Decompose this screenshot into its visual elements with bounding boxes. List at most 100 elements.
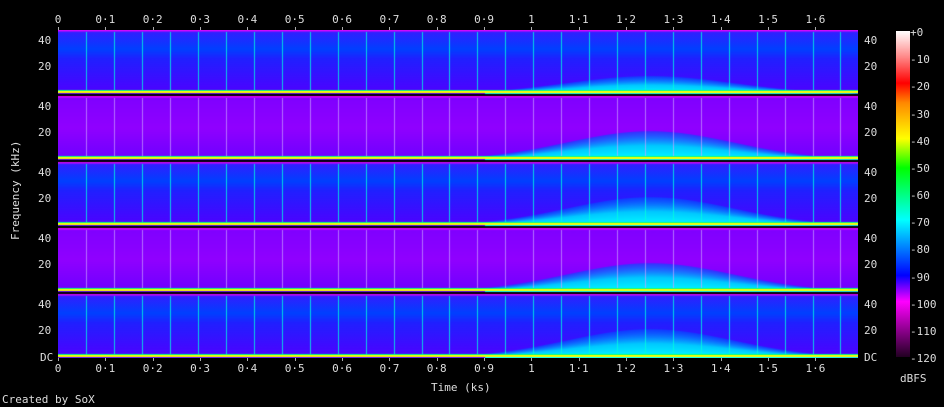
x-tick bbox=[389, 358, 391, 361]
y-tick-label-left: 40 bbox=[38, 165, 52, 179]
x-tick bbox=[58, 27, 59, 30]
x-tick-label-top: 1·4 bbox=[710, 13, 731, 26]
x-tick bbox=[342, 27, 344, 30]
colorbar-label: dBFS bbox=[900, 372, 927, 385]
x-tick bbox=[578, 27, 580, 30]
x-tick-label-top: 0·8 bbox=[426, 13, 447, 26]
colorbar-tick-label: -80 bbox=[910, 243, 930, 257]
y-tick-dc-right: DC bbox=[864, 351, 878, 364]
x-tick-label-top: 0·4 bbox=[237, 13, 258, 26]
y-tick-label-right: 40 bbox=[864, 33, 878, 47]
x-tick bbox=[152, 27, 154, 30]
x-tick-label-top: 1·3 bbox=[663, 13, 684, 26]
colorbar-tick-label: -110 bbox=[910, 324, 937, 338]
x-tick-label-bottom: 1·2 bbox=[616, 362, 637, 375]
y-tick-label-right: 20 bbox=[864, 60, 878, 74]
x-tick-label-top: 0·6 bbox=[332, 13, 352, 26]
x-tick bbox=[200, 27, 201, 30]
x-tick bbox=[578, 358, 580, 361]
colorbar-tick-label: -90 bbox=[910, 270, 930, 284]
colorbar-tick-label: -50 bbox=[910, 161, 930, 175]
colorbar-tick-label: -10 bbox=[910, 53, 930, 67]
x-tick-label-bottom: 0·5 bbox=[284, 362, 305, 375]
x-tick-label-bottom: 0·7 bbox=[379, 362, 400, 375]
x-tick bbox=[58, 358, 59, 361]
x-tick-label-top: 0·1 bbox=[95, 13, 116, 26]
x-tick-label-bottom: 0·9 bbox=[474, 362, 494, 375]
colorbar-tick-label: -100 bbox=[910, 297, 937, 311]
x-tick-label-bottom: 0·8 bbox=[426, 362, 447, 375]
x-tick bbox=[294, 358, 296, 361]
y-tick-label-right: 40 bbox=[864, 297, 878, 311]
y-tick-label-left: 20 bbox=[38, 258, 52, 272]
x-tick bbox=[152, 358, 154, 361]
x-tick-label-bottom: 0 bbox=[54, 362, 62, 375]
x-tick bbox=[626, 27, 628, 30]
x-tick-label-top: 0 bbox=[54, 13, 62, 26]
x-tick-label-top: 0·5 bbox=[284, 13, 305, 26]
colorbar-tick-label: -20 bbox=[910, 80, 930, 94]
x-tick bbox=[342, 358, 344, 361]
x-tick-label-top: 1·6 bbox=[805, 13, 826, 26]
x-tick-label-top: 1·2 bbox=[616, 13, 637, 26]
y-tick-label-left: 40 bbox=[38, 231, 52, 245]
x-axis-label: Time (ks) bbox=[431, 381, 491, 394]
x-tick bbox=[673, 358, 675, 361]
credit-text: Created by SoX bbox=[2, 393, 95, 406]
x-tick bbox=[247, 27, 249, 30]
x-tick-label-bottom: 1 bbox=[528, 362, 535, 375]
colorbar bbox=[896, 31, 910, 357]
x-tick-label-top: 0·3 bbox=[190, 13, 210, 26]
x-tick bbox=[673, 27, 675, 30]
y-tick-label-left: 20 bbox=[38, 324, 52, 338]
x-tick bbox=[105, 27, 107, 30]
colorbar-tick-label: -120 bbox=[910, 352, 937, 365]
x-tick-label-top: 0·7 bbox=[379, 13, 400, 26]
x-tick-label-top: 1 bbox=[528, 13, 535, 26]
x-tick-label-top: 1·5 bbox=[758, 13, 779, 26]
x-tick bbox=[720, 358, 722, 361]
x-tick bbox=[720, 27, 722, 30]
spectrogram-plot bbox=[58, 30, 858, 358]
y-tick-label-right: 20 bbox=[864, 192, 878, 206]
x-tick-label-bottom: 1·3 bbox=[663, 362, 684, 375]
x-tick bbox=[531, 358, 533, 361]
x-tick bbox=[436, 358, 438, 361]
y-tick-label-right: 20 bbox=[864, 258, 878, 272]
x-tick-label-bottom: 1·4 bbox=[710, 362, 731, 375]
x-tick bbox=[484, 358, 486, 361]
y-tick-label-right: 20 bbox=[864, 126, 878, 140]
colorbar-tick-label: -60 bbox=[910, 189, 930, 202]
x-tick-label-bottom: 1·6 bbox=[805, 362, 826, 375]
colorbar-tick-label: -70 bbox=[910, 216, 930, 230]
colorbar-tick-label: -30 bbox=[910, 107, 930, 121]
x-tick bbox=[815, 27, 817, 30]
y-tick-label-right: 40 bbox=[864, 165, 878, 179]
x-tick bbox=[531, 27, 533, 30]
x-tick-label-bottom: 0·6 bbox=[332, 362, 352, 375]
y-tick-label-left: 40 bbox=[38, 33, 52, 47]
y-tick-label-left: 20 bbox=[38, 192, 52, 206]
y-tick-label-left: 20 bbox=[38, 60, 52, 74]
x-tick-label-bottom: 0·1 bbox=[95, 362, 116, 375]
x-tick-label-top: 1·1 bbox=[568, 13, 589, 26]
y-tick-label-left: 40 bbox=[38, 99, 52, 113]
colorbar-tick-label: +0 bbox=[910, 26, 924, 39]
y-tick-label-right: 40 bbox=[864, 99, 878, 113]
y-tick-label-left: 40 bbox=[38, 297, 52, 311]
x-tick bbox=[105, 358, 107, 361]
x-tick bbox=[626, 358, 628, 361]
y-tick-label-left: 20 bbox=[38, 126, 52, 140]
x-tick-label-bottom: 0·3 bbox=[190, 362, 210, 375]
y-tick-dc-left: DC bbox=[40, 351, 54, 364]
x-tick bbox=[768, 27, 770, 30]
y-axis-label: Frequency (kHz) bbox=[9, 140, 22, 240]
y-tick-label-right: 40 bbox=[864, 231, 878, 245]
x-tick bbox=[389, 27, 391, 30]
x-tick-label-bottom: 1·5 bbox=[758, 362, 779, 375]
x-tick bbox=[815, 358, 817, 361]
x-tick-label-top: 0·9 bbox=[474, 13, 494, 26]
x-tick-label-bottom: 0·2 bbox=[142, 362, 163, 375]
x-tick bbox=[484, 27, 486, 30]
y-tick-label-right: 20 bbox=[864, 324, 878, 338]
